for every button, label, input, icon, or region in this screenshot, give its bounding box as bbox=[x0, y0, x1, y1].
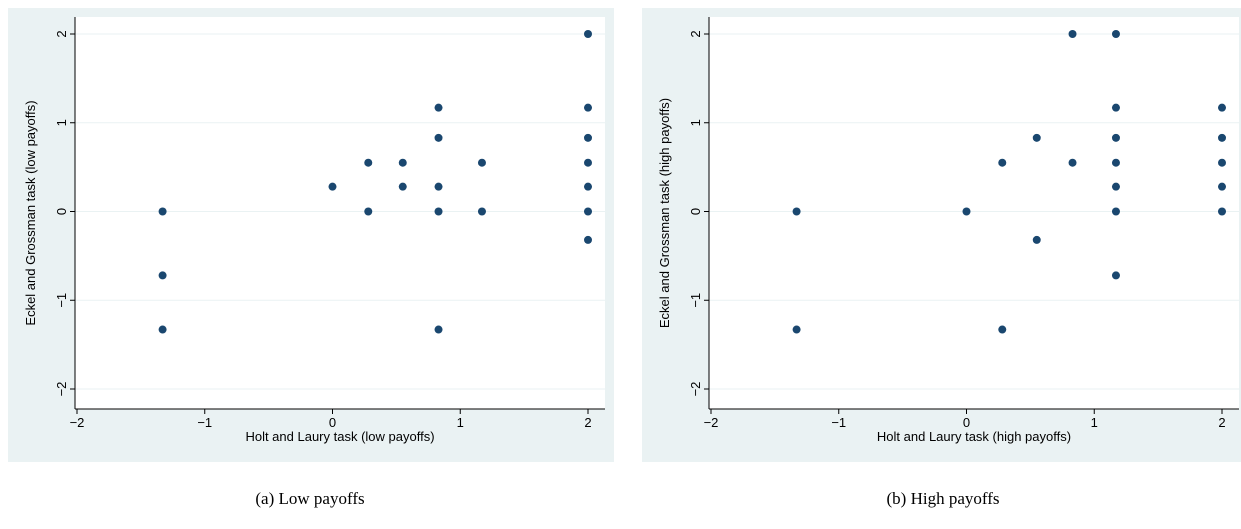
x-tick-label: −1 bbox=[197, 415, 212, 430]
data-point bbox=[1218, 103, 1226, 112]
scatter-plot-low-payoffs: −2 −1 0 1 2 −2 −1 0 1 2 Holt and Laury task (low p… bbox=[23, 17, 605, 444]
data-point bbox=[792, 207, 801, 216]
data-point bbox=[1218, 158, 1226, 167]
data-point bbox=[434, 207, 443, 216]
data-point bbox=[1218, 133, 1226, 142]
data-point bbox=[584, 133, 592, 142]
data-point bbox=[1111, 158, 1120, 167]
data-point bbox=[962, 207, 971, 216]
y-axis-title: Eckel and Grossman task (low payoffs) bbox=[23, 100, 38, 325]
plot-area bbox=[709, 17, 1239, 409]
data-point bbox=[584, 235, 592, 244]
y-tick-label: −2 bbox=[54, 382, 69, 397]
y-axis-title: Eckel and Grossman task (high payoffs) bbox=[657, 98, 672, 328]
data-point bbox=[1218, 182, 1226, 191]
data-point bbox=[998, 325, 1007, 334]
caption-high-payoffs: (b) High payoffs bbox=[886, 489, 1000, 508]
data-point bbox=[1068, 158, 1077, 167]
data-point bbox=[1111, 133, 1120, 142]
scatter-plot-high-payoffs: −2 −1 0 1 2 −2 −1 0 1 2 Holt and Laury task (high … bbox=[657, 17, 1239, 444]
y-tick-label: 0 bbox=[688, 208, 703, 215]
data-point bbox=[1111, 103, 1120, 112]
x-axis-title: Holt and Laury task (low payoffs) bbox=[245, 429, 434, 444]
x-tick-label: 1 bbox=[457, 415, 464, 430]
data-point bbox=[1111, 30, 1120, 38]
data-point bbox=[434, 133, 443, 142]
x-tick-label: −2 bbox=[704, 415, 719, 430]
data-point bbox=[434, 182, 443, 191]
data-point bbox=[584, 30, 592, 38]
chart-panel-high-payoffs: −2 −1 0 1 2 −2 −1 0 1 2 Holt and Laury task (high … bbox=[642, 8, 1241, 462]
x-tick-label: −2 bbox=[70, 415, 85, 430]
y-tick-label: −2 bbox=[688, 382, 703, 397]
data-point bbox=[998, 158, 1007, 167]
data-point bbox=[398, 158, 407, 167]
data-point bbox=[584, 182, 592, 191]
y-tick-label: −1 bbox=[54, 293, 69, 308]
x-tick-label: 2 bbox=[584, 415, 591, 430]
data-point bbox=[158, 271, 167, 280]
data-point bbox=[584, 207, 592, 216]
data-point bbox=[1032, 235, 1041, 244]
x-tick-label: 1 bbox=[1091, 415, 1098, 430]
data-point bbox=[477, 158, 486, 167]
data-point bbox=[1111, 271, 1120, 280]
x-axis-title: Holt and Laury task (high payoffs) bbox=[877, 429, 1071, 444]
data-point bbox=[1111, 182, 1120, 191]
data-point bbox=[1111, 207, 1120, 216]
data-point bbox=[477, 207, 486, 216]
data-point bbox=[364, 207, 373, 216]
data-point bbox=[328, 182, 337, 191]
y-tick-label: 1 bbox=[54, 119, 69, 126]
x-tick-label: 0 bbox=[963, 415, 970, 430]
data-point bbox=[158, 207, 167, 216]
data-point bbox=[158, 325, 167, 334]
plot-area bbox=[75, 17, 605, 409]
x-tick-label: −1 bbox=[831, 415, 846, 430]
data-point bbox=[364, 158, 373, 167]
chart-panel-low-payoffs: −2 −1 0 1 2 −2 −1 0 1 2 Holt and Laury task (low p… bbox=[8, 8, 614, 462]
x-tick-label: 2 bbox=[1218, 415, 1225, 430]
y-tick-label: 2 bbox=[688, 30, 703, 37]
y-tick-label: −1 bbox=[688, 293, 703, 308]
data-point bbox=[792, 325, 801, 334]
data-point bbox=[584, 158, 592, 167]
y-tick-label: 1 bbox=[688, 119, 703, 126]
data-point bbox=[434, 103, 443, 112]
x-tick-label: 0 bbox=[329, 415, 336, 430]
data-point bbox=[1218, 207, 1226, 216]
y-tick-label: 2 bbox=[54, 30, 69, 37]
data-point bbox=[584, 103, 592, 112]
data-point bbox=[1032, 133, 1041, 142]
data-point bbox=[398, 182, 407, 191]
caption-low-payoffs: (a) Low payoffs bbox=[255, 489, 365, 508]
data-point bbox=[434, 325, 443, 334]
data-point bbox=[1068, 30, 1077, 38]
y-tick-label: 0 bbox=[54, 208, 69, 215]
